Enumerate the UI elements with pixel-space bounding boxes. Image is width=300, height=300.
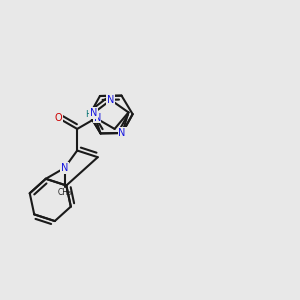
Text: N: N bbox=[118, 128, 126, 138]
Text: N: N bbox=[90, 108, 97, 118]
Text: CH₃: CH₃ bbox=[57, 188, 72, 197]
Text: H: H bbox=[85, 110, 92, 119]
Text: N: N bbox=[94, 113, 101, 123]
Text: N: N bbox=[107, 95, 115, 105]
Text: N: N bbox=[61, 163, 68, 173]
Text: O: O bbox=[55, 113, 62, 123]
